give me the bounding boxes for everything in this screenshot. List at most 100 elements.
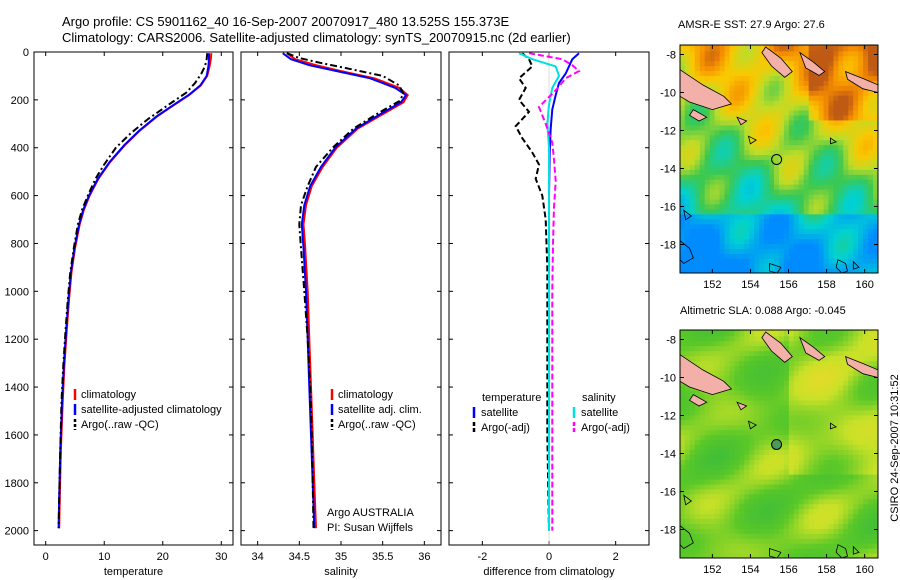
map-cell [853,174,859,180]
map-y-tick-label: -8 [666,335,676,347]
map-cell [878,331,884,337]
map-cell [724,528,731,534]
map-cell [694,134,701,141]
map-cell [868,523,874,529]
map-cell [759,179,765,185]
map-cell [848,208,854,215]
map-cell [798,258,805,264]
map-cell [709,110,716,116]
map-cell [769,543,775,549]
map-cell [833,434,839,441]
map-cell [689,330,696,337]
map-cell [878,514,884,520]
map-cell [878,346,884,352]
map-cell [813,258,820,264]
map-cell [803,419,810,426]
map-cell [684,248,691,254]
map-cell [689,218,696,225]
map-cell [788,518,795,525]
map-cell [838,385,844,391]
map-cell [793,538,800,544]
map-cell [704,174,711,180]
map-cell [828,189,835,195]
map-cell [848,399,854,406]
map-y-tick-label: -10 [660,88,676,100]
map-cell [853,355,859,362]
map-cell [714,469,721,475]
map-cell [779,548,785,554]
map-cell [719,548,726,554]
map-cell [729,159,736,165]
map-cell [873,208,878,215]
map-cell [813,335,820,342]
map-cell [729,330,736,337]
map-cell [858,100,864,106]
map-cell [848,233,854,240]
map-cell [704,164,711,170]
map-cell [764,444,770,450]
map-cell [729,543,736,549]
map-cell [694,139,701,146]
map-cell [689,528,696,534]
map-cell [704,228,711,235]
map-cell [704,233,711,240]
map-cell [744,454,750,460]
map-cell [709,233,716,240]
map-cell [803,114,810,121]
map-cell [779,134,785,141]
map-cell [843,488,849,495]
map-cell [793,498,800,505]
map-cell [719,439,726,445]
map-cell [798,474,805,480]
map-cell [719,370,726,376]
map-cell [719,248,726,254]
map-cell [788,424,795,431]
map-cell [813,518,820,525]
map-cell [853,553,859,558]
map-cell [828,553,835,558]
map-cell [793,429,800,436]
map-cell [729,454,736,460]
island-shape [845,70,878,93]
y-tick-label: 2000 [5,526,29,538]
map-cell [684,253,691,259]
map-cell [689,335,696,342]
map-cell [788,124,795,131]
map-cell [788,370,795,376]
map-cell [798,114,805,121]
map-cell [783,429,790,436]
map-cell [793,243,800,249]
map-cell [764,390,770,396]
map-cell [848,390,854,396]
map-cell [878,189,884,195]
map-cell [788,65,795,72]
map-cell [729,399,736,406]
map-cell [754,263,760,269]
map-cell [764,370,770,376]
map-cell [833,483,839,490]
map-cell [843,60,849,67]
map-cell [808,488,815,495]
x-tick-label: 0 [546,551,552,563]
map-cell [808,543,815,549]
map-cell [734,365,740,371]
map-cell [858,330,864,337]
map-cell [833,45,839,47]
map-cell [769,258,775,264]
map-cell [774,238,780,244]
map-cell [833,513,839,520]
map-cell [793,65,800,72]
map-cell [873,523,878,529]
map-cell [793,340,800,347]
map-cell [769,548,775,554]
map-cell [848,553,854,558]
map-cell [863,159,869,165]
map-cell [719,365,726,371]
map-cell [680,335,686,342]
map-cell [739,238,745,244]
map-cell [719,80,726,86]
map-cell [788,429,795,436]
map-cell [873,518,878,525]
map-cell [853,503,859,510]
map-cell [774,198,780,205]
